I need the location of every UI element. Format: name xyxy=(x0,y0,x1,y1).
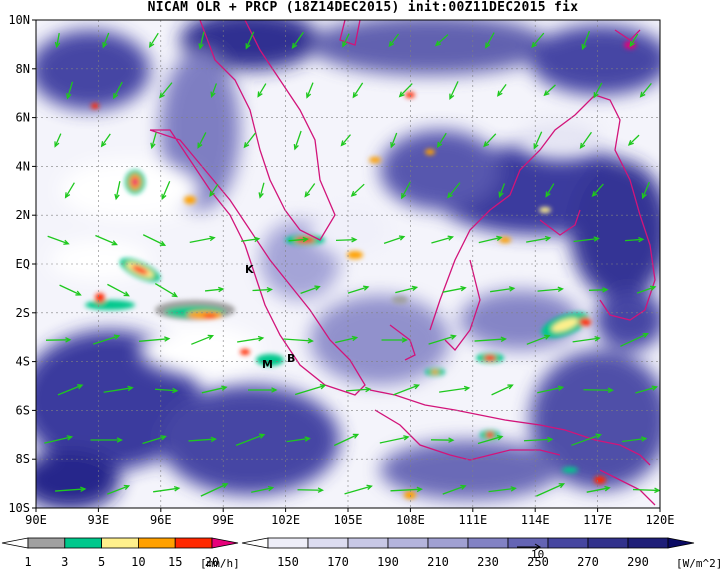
lon-tick-label: 90E xyxy=(25,513,47,527)
olr-colorbar-swatch xyxy=(588,538,628,548)
lat-tick-label: 4N xyxy=(16,159,30,173)
lat-tick-label: EQ xyxy=(16,257,30,271)
reference-vector-label: 10 xyxy=(531,548,544,561)
prcp-colorbar-swatch xyxy=(65,538,102,548)
prcp-colorbar-label: 1 xyxy=(24,555,31,569)
wind-vector xyxy=(336,240,356,241)
olr-colorbar-label: 190 xyxy=(377,555,399,569)
lat-tick-label: 2S xyxy=(16,306,30,320)
prcp-colorbar-swatch xyxy=(138,538,175,548)
lon-tick-label: 96E xyxy=(150,513,172,527)
lon-tick-label: 114E xyxy=(521,513,550,527)
prcp-unit-label: [mm/h] xyxy=(200,557,240,570)
olr-colorbar-low-end xyxy=(242,538,268,548)
olr-colorbar-swatch xyxy=(268,538,308,548)
latitude-tick-labels: 10N 8N 6N 4N 2N EQ 2S 4S 6S 8S 10S xyxy=(8,13,36,515)
lat-tick-label: 2N xyxy=(16,208,30,222)
lon-tick-label: 105E xyxy=(334,513,363,527)
olr-colorbar-swatch xyxy=(388,538,428,548)
olr-colorbar-swatch xyxy=(628,538,668,548)
lon-tick-label: 99E xyxy=(212,513,234,527)
olr-colorbar-label: 270 xyxy=(577,555,599,569)
prcp-colorbar-swatch xyxy=(28,538,65,548)
olr-colorbar-swatch xyxy=(468,538,508,548)
olr-colorbar-label: 230 xyxy=(477,555,499,569)
olr-colorbar-label: 290 xyxy=(627,555,649,569)
longitude-tick-labels: 90E 93E 96E 99E 102E 105E 108E 111E 114E 117E 120E xyxy=(25,508,674,527)
prcp-colorbar-label: 5 xyxy=(98,555,105,569)
lat-tick-label: 6N xyxy=(16,111,30,125)
prcp-colorbar-label: 15 xyxy=(168,555,182,569)
place-label-m: M xyxy=(262,358,273,371)
olr-colorbar-label: 150 xyxy=(277,555,299,569)
lon-tick-label: 93E xyxy=(88,513,110,527)
olr-shading xyxy=(20,10,670,510)
lat-tick-label: 8S xyxy=(16,452,30,466)
lat-tick-label: 10S xyxy=(8,501,30,515)
olr-colorbar-high-end xyxy=(668,538,694,548)
olr-unit-label: [W/m^2] xyxy=(676,557,722,570)
lon-tick-label: 111E xyxy=(458,513,487,527)
prcp-colorbar-label: 3 xyxy=(61,555,68,569)
lon-tick-label: 120E xyxy=(646,513,675,527)
lon-tick-label: 117E xyxy=(583,513,612,527)
prcp-colorbar-high-end xyxy=(212,538,238,548)
reference-vector: 10 xyxy=(517,544,544,561)
prcp-colorbar-label: 10 xyxy=(131,555,145,569)
place-label-b: B xyxy=(287,352,295,365)
wind-vector xyxy=(589,290,607,291)
olr-colorbar-swatch xyxy=(348,538,388,548)
olr-colorbar-label: 210 xyxy=(427,555,449,569)
lat-tick-label: 8N xyxy=(16,62,30,76)
wind-vector xyxy=(584,390,613,391)
olr-colorbar-swatch xyxy=(548,538,588,548)
lon-tick-label: 108E xyxy=(396,513,425,527)
lat-tick-label: 4S xyxy=(16,355,30,369)
wind-vector xyxy=(633,490,659,491)
prcp-colorbar-swatch xyxy=(175,538,212,548)
lat-tick-label: 6S xyxy=(16,403,30,417)
olr-colorbar-swatch xyxy=(428,538,468,548)
olr-colorbar-label: 170 xyxy=(327,555,349,569)
prcp-colorbar-low-end xyxy=(2,538,28,548)
place-label-k: K xyxy=(245,263,254,276)
lon-tick-label: 102E xyxy=(271,513,300,527)
lat-tick-label: 10N xyxy=(8,13,30,27)
olr-colorbar-swatch xyxy=(308,538,348,548)
prcp-colorbar-swatch xyxy=(102,538,139,548)
